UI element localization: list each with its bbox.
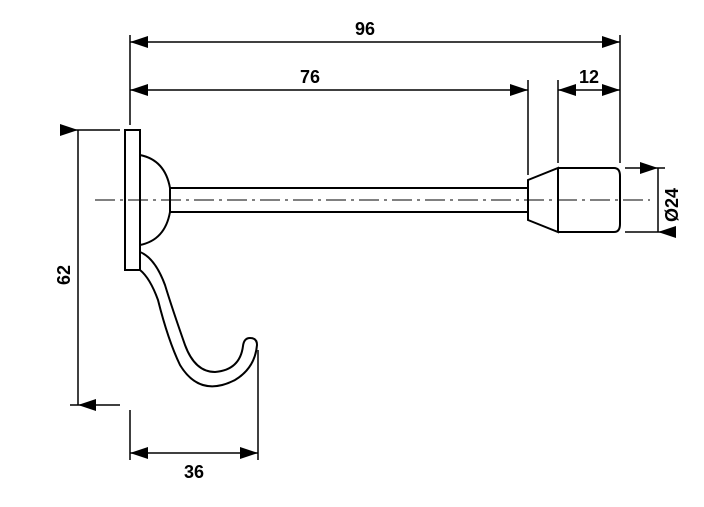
technical-drawing: 96 76 12 62 36 Ø24	[0, 0, 704, 507]
hook	[140, 252, 257, 386]
dim-62: 62	[54, 265, 74, 285]
dim-96: 96	[355, 19, 375, 39]
dim-36: 36	[184, 462, 204, 482]
dim-d24: Ø24	[662, 188, 682, 222]
dim-12: 12	[579, 67, 599, 87]
dim-76: 76	[300, 67, 320, 87]
